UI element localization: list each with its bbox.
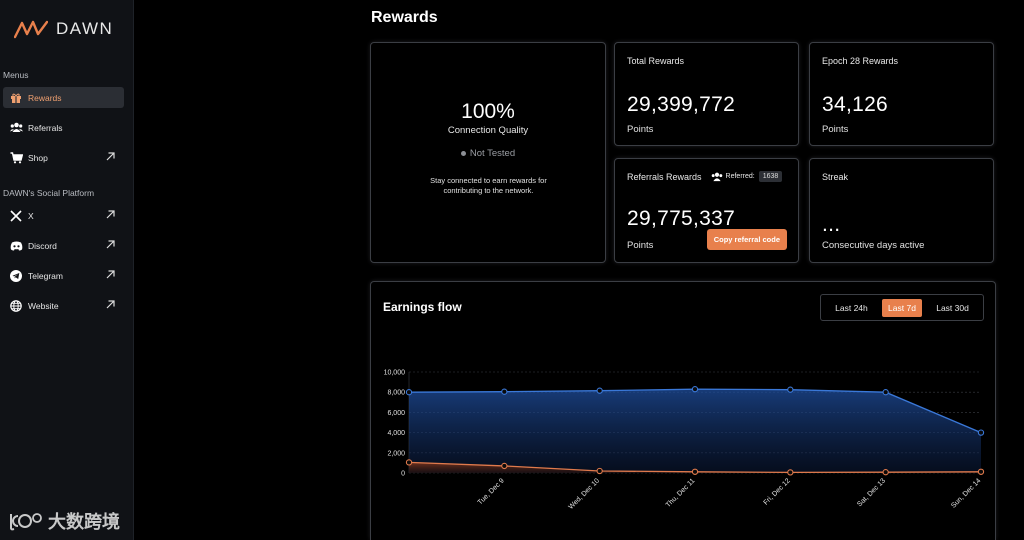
total-rewards-unit: Points — [627, 124, 654, 135]
sidebar-item-referrals[interactable]: Referrals — [3, 117, 124, 138]
x-tick-label: Fri, Dec 12 — [763, 477, 792, 506]
y-tick-label: 6,000 — [387, 410, 405, 417]
watermark: 大数跨境 — [8, 508, 120, 534]
connection-quality-card: 100% Connection Quality Not Tested Stay … — [370, 42, 606, 263]
sidebar-item-website[interactable]: Website — [3, 295, 124, 316]
brand-logo[interactable]: DAWN — [14, 18, 113, 40]
streak-card: Streak ... Consecutive days active — [809, 158, 994, 263]
data-point — [977, 429, 985, 436]
x-tick-label: Sun, Dec 14 — [950, 477, 982, 509]
referred-label: Referred: — [725, 173, 755, 180]
referral-rewards-value: 29,775,337 — [627, 207, 736, 230]
data-point — [977, 468, 985, 475]
external-link-icon — [106, 210, 115, 219]
sidebar-item-rewards[interactable]: Rewards — [3, 87, 124, 108]
telegram-icon — [9, 269, 23, 283]
sidebar-item-label: Website — [28, 300, 59, 311]
data-point — [787, 386, 794, 393]
earnings-chart: 0 2,000 4,000 6,000 8,000 10,000 Tue, Dec 9 Wed… — [384, 370, 985, 511]
series-area — [409, 462, 981, 473]
sidebar-item-telegram[interactable]: Telegram — [3, 265, 124, 286]
epoch-rewards-value: 34,126 — [822, 93, 889, 116]
range-selector: Last 24h Last 7d Last 30d — [820, 294, 984, 321]
data-point — [501, 462, 508, 470]
menus-section-label: Menus — [3, 70, 29, 80]
total-rewards-label: Total Rewards — [627, 56, 685, 66]
referral-rewards-header: Referrals Rewards Referred: 1638 — [627, 171, 783, 182]
sidebar-item-label: Shop — [28, 152, 48, 163]
data-point — [501, 388, 508, 395]
streak-unit: Consecutive days active — [822, 240, 925, 251]
connection-quality-label: Connection Quality — [447, 125, 529, 136]
series-area — [409, 389, 981, 473]
earnings-flow-title: Earnings flow — [383, 300, 462, 314]
x-tick-label: Wed, Dec 10 — [568, 477, 602, 511]
epoch-rewards-unit: Points — [822, 124, 849, 135]
referred-count-badge: 1638 — [758, 171, 783, 182]
epoch-rewards-label: Epoch 28 Rewards — [822, 56, 899, 66]
watermark-logo-icon — [10, 513, 42, 531]
x-tick-label: Tue, Dec 9 — [477, 477, 506, 506]
y-tick-label: 8,000 — [387, 390, 405, 397]
sidebar-item-label: Referrals — [28, 122, 63, 133]
brand-name: DAWN — [56, 19, 114, 38]
sidebar: DAWN Menus Rewards Referrals Shop DAWN's… — [0, 0, 134, 540]
users-icon — [9, 121, 23, 135]
watermark-text: 大数跨境 — [48, 512, 120, 532]
y-tick-label: 4,000 — [387, 430, 405, 437]
connection-status: Not Tested — [371, 148, 605, 159]
page-title: Rewards — [371, 9, 438, 26]
data-point — [405, 459, 413, 466]
copy-referral-code-button[interactable]: Copy referral code — [706, 229, 787, 250]
status-dot-icon — [460, 150, 466, 156]
x-tick-label: Sat, Dec 13 — [856, 477, 887, 508]
sidebar-item-x[interactable]: X — [3, 205, 124, 226]
data-point — [596, 467, 603, 475]
referral-rewards-label: Referrals Rewards — [627, 171, 702, 182]
sidebar-item-label: Telegram — [28, 270, 63, 281]
streak-value: ... — [822, 213, 841, 236]
dawn-logo-icon — [14, 20, 48, 39]
sidebar-item-label: Discord — [28, 240, 57, 251]
epoch-rewards-card: Epoch 28 Rewards 34,126 Points — [809, 42, 994, 146]
data-point — [405, 389, 413, 396]
streak-label: Streak — [822, 172, 849, 182]
connection-note: Stay connected to earn rewards for contr… — [430, 176, 547, 195]
x-logo-icon — [9, 209, 23, 223]
range-option-24h[interactable]: Last 24h — [835, 302, 868, 313]
range-option-7d[interactable]: Last 7d — [882, 298, 922, 317]
y-tick-label: 0 — [401, 471, 405, 478]
y-tick-label: 2,000 — [387, 450, 405, 457]
referral-rewards-unit: Points — [627, 240, 654, 251]
sidebar-item-shop[interactable]: Shop — [3, 147, 124, 168]
sidebar-item-label: X — [28, 210, 34, 221]
cart-icon — [9, 151, 23, 165]
external-link-icon — [106, 152, 115, 161]
referral-rewards-card: Referrals Rewards Referred: 1638 29,775,… — [614, 158, 799, 263]
data-point — [596, 387, 603, 394]
total-rewards-card: Total Rewards 29,399,772 Points — [614, 42, 799, 146]
data-point — [882, 389, 889, 396]
connection-quality-value: 100% — [461, 100, 515, 123]
external-link-icon — [106, 270, 115, 279]
gift-icon — [9, 91, 23, 105]
earnings-flow-card: Earnings flow Last 24h Last 7d Last 30d … — [370, 281, 996, 540]
data-point — [882, 469, 889, 476]
data-point — [787, 469, 794, 476]
sidebar-item-discord[interactable]: Discord — [3, 235, 124, 256]
social-section-label: DAWN's Social Platform — [3, 188, 95, 198]
range-option-30d[interactable]: Last 30d — [936, 302, 969, 313]
total-rewards-value: 29,399,772 — [627, 93, 736, 116]
x-tick-label: Thu, Dec 11 — [665, 477, 697, 509]
users-icon — [711, 172, 722, 181]
external-link-icon — [106, 300, 115, 309]
y-tick-label: 10,000 — [384, 370, 406, 377]
globe-icon — [9, 299, 23, 313]
discord-icon — [9, 239, 23, 253]
data-point — [691, 386, 699, 393]
connection-status-text: Not Tested — [469, 148, 516, 159]
sidebar-item-label: Rewards — [28, 92, 62, 103]
external-link-icon — [106, 240, 115, 249]
data-point — [691, 468, 699, 475]
